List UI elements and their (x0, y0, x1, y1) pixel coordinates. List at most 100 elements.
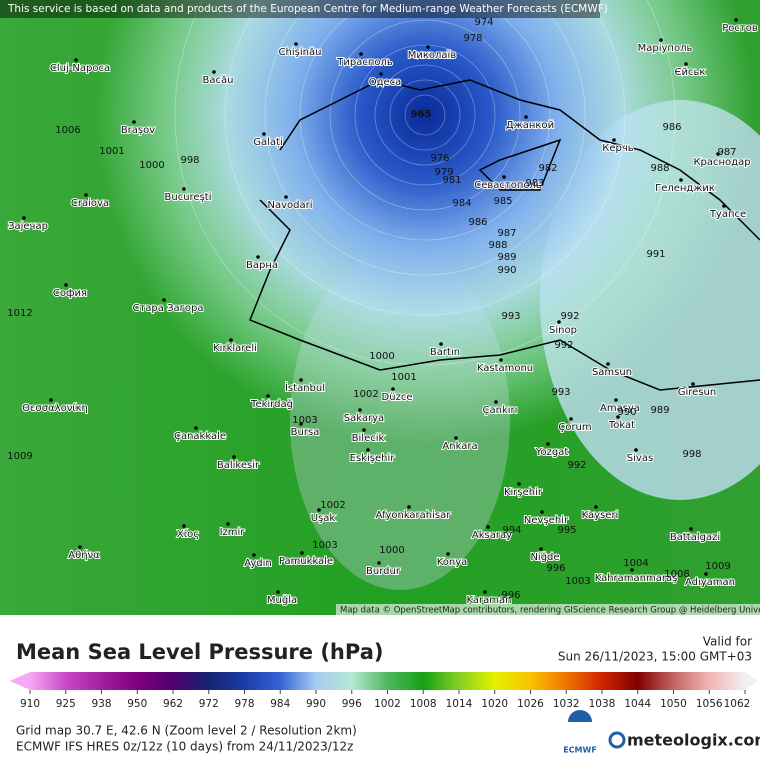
isobar-label: 1000 (379, 545, 404, 556)
city-label: Kırşehir (504, 487, 543, 498)
city-dot (229, 338, 233, 342)
city-label: Battalgazi (670, 532, 720, 543)
meteologix-icon (608, 731, 626, 749)
city-label: Uşak (311, 513, 336, 524)
city-label: Sivas (627, 453, 653, 464)
isobar-label: 992 (567, 460, 586, 471)
city-label: Muğla (267, 594, 297, 606)
city-label: Ankara (442, 441, 477, 452)
colorbar-bar (30, 672, 745, 690)
isobar-label: 991 (646, 249, 665, 260)
isobar-label: 979 (434, 167, 453, 178)
city-dot (391, 387, 395, 391)
city-dot (614, 398, 618, 402)
low-pressure-field (0, 0, 760, 615)
city-label: Kahramanmaraş (595, 573, 678, 584)
city-label: Стара Загора (133, 303, 204, 314)
city-dot (499, 358, 503, 362)
city-label: Düzce (382, 392, 413, 403)
colorbar-tick-label: 978 (234, 698, 254, 710)
coastline (249, 79, 760, 391)
colorbar-tick-label: 972 (199, 698, 219, 710)
city-label: Туапсе (709, 209, 746, 220)
colorbar-tick-label: 925 (56, 698, 76, 710)
city-label: Єйськ (675, 67, 706, 78)
city-dot (256, 255, 260, 259)
city-dot (426, 45, 430, 49)
city-dot (49, 398, 53, 402)
city-dot (194, 426, 198, 430)
city-label: Çanakkale (174, 431, 226, 442)
attribution: Map data © OpenStreetMap contributors, r… (340, 606, 760, 616)
isobar-label: 988 (650, 163, 669, 174)
city-dot (684, 62, 688, 66)
city-label: Kastamonu (477, 363, 533, 374)
colorbar-tick-label: 938 (91, 698, 111, 710)
city-dot (366, 448, 370, 452)
city-label: Sinop (549, 325, 577, 336)
city-dot (616, 415, 620, 419)
city-label: Konya (437, 557, 468, 568)
city-dot (362, 428, 366, 432)
city-dot (232, 455, 236, 459)
city-dot (594, 505, 598, 509)
isobar-label: 1003 (312, 540, 337, 551)
isobar-label: 986 (662, 122, 681, 133)
city-dot (659, 38, 663, 42)
model-info: ECMWF IFS HRES 0z/12z (10 days) from 24/… (16, 740, 353, 754)
city-dot (379, 72, 383, 76)
city-dot (716, 152, 720, 156)
city-dot (226, 522, 230, 526)
colorbar-tick-label: 1020 (481, 698, 508, 710)
city-label: Миколаїв (408, 50, 457, 61)
colorbar-tick-label: 950 (127, 698, 147, 710)
isobar-label: 1002 (353, 389, 378, 400)
city-dot (557, 320, 561, 324)
city-label: Amasya (600, 403, 640, 414)
city-dot (266, 394, 270, 398)
city-dot (691, 382, 695, 386)
city-dot (569, 417, 573, 421)
isobar-label: 1000 (139, 160, 164, 171)
colorbar-tick-label: 984 (270, 698, 290, 710)
city-dot (689, 527, 693, 531)
isobar-label: 996 (546, 563, 565, 574)
isobar-label: 982 (538, 163, 557, 174)
isobar-label: 992 (554, 340, 573, 351)
city-dot (294, 42, 298, 46)
city-dot (22, 216, 26, 220)
city-label: Adıyaman (685, 577, 735, 588)
city-dot (494, 400, 498, 404)
isobar-label: 993 (551, 387, 570, 398)
colorbar-tick-label: 1038 (589, 698, 616, 710)
city-dot (606, 362, 610, 366)
city-label: София (53, 288, 87, 299)
city-label: Тирасполь (336, 57, 393, 68)
isobar-label: 990 (617, 407, 636, 418)
city-label: Tokat (608, 420, 635, 431)
city-label: Bucureşti (165, 192, 212, 203)
city-dot (524, 115, 528, 119)
city-label: Giresun (678, 387, 716, 398)
isobar-label: 981 (442, 175, 461, 186)
city-label: Nevşehir (524, 515, 569, 526)
isobar-label: 994 (502, 525, 521, 536)
city-label: Sakarya (344, 413, 384, 424)
isobar-label: 974 (474, 17, 493, 28)
city-dot (358, 408, 362, 412)
city-dot (679, 178, 683, 182)
city-label: Cluj-Napoca (50, 63, 110, 74)
isobar-label: 998 (682, 449, 701, 460)
city-label: Bartın (430, 347, 460, 358)
city-label: Варна (246, 260, 278, 271)
colorbar-tick-label: 962 (163, 698, 183, 710)
city-dot (132, 120, 136, 124)
isobar-label: 993 (501, 311, 520, 322)
city-dot (84, 193, 88, 197)
isobar-label: 984 (452, 198, 471, 209)
city-label: Αθήνα (68, 549, 100, 561)
city-dot (407, 505, 411, 509)
isobar-label: 986 (468, 217, 487, 228)
city-label: Tekirdağ (250, 398, 293, 410)
banner: This service is based on data and produc… (7, 3, 608, 15)
